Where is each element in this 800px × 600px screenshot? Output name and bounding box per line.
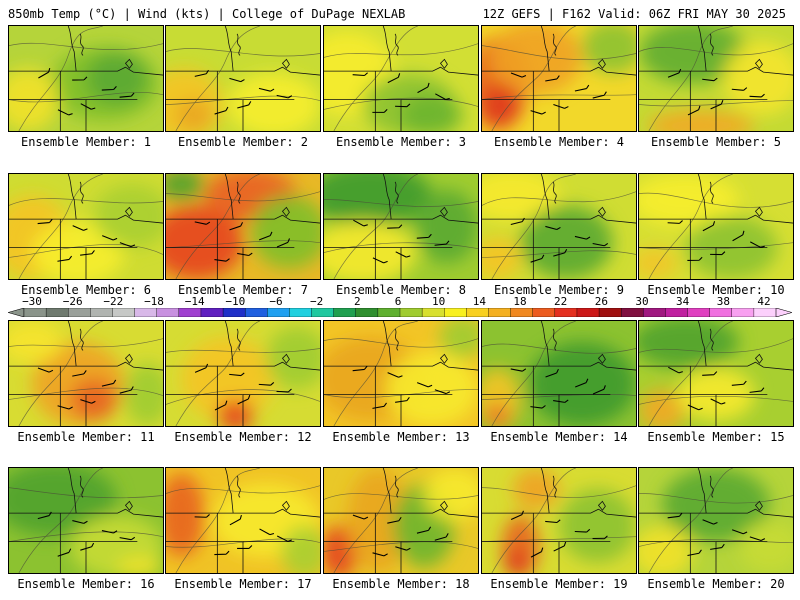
ensemble-member-label: Ensemble Member: 19 xyxy=(490,577,628,591)
colorbar-tick-label: 26 xyxy=(594,295,608,308)
ensemble-map-panel-3 xyxy=(323,25,479,132)
colorbar-tick-label: 2 xyxy=(354,295,361,308)
ensemble-member-label: Ensemble Member: 3 xyxy=(335,135,467,149)
ensemble-map-panel-14 xyxy=(481,320,637,427)
colorbar-tick-label: 42 xyxy=(757,295,771,308)
ensemble-map-panel-13 xyxy=(323,320,479,427)
ensemble-map-panel-20 xyxy=(638,467,794,574)
colorbar-tick-label: 18 xyxy=(513,295,527,308)
ensemble-map-panel-16 xyxy=(8,467,164,574)
ensemble-member-label: Ensemble Member: 7 xyxy=(177,283,309,297)
ensemble-member-label: Ensemble Member: 6 xyxy=(20,283,152,297)
colorbar-tick-label: 14 xyxy=(472,295,486,308)
ensemble-map-panel-5 xyxy=(638,25,794,132)
ensemble-map-panel-18 xyxy=(323,467,479,574)
ensemble-member-label: Ensemble Member: 13 xyxy=(332,430,470,444)
ensemble-member-label: Ensemble Member: 10 xyxy=(647,283,785,297)
ensemble-member-label: Ensemble Member: 12 xyxy=(174,430,312,444)
ensemble-member-label: Ensemble Member: 2 xyxy=(177,135,309,149)
ensemble-member-label: Ensemble Member: 9 xyxy=(493,283,625,297)
colorbar-tick-label: −10 xyxy=(225,295,246,308)
colorbar-tick-label: 10 xyxy=(432,295,446,308)
ensemble-member-label: Ensemble Member: 4 xyxy=(493,135,625,149)
colorbar-tick-label: −26 xyxy=(62,295,83,308)
ensemble-member-label: Ensemble Member: 20 xyxy=(647,577,785,591)
ensemble-member-label: Ensemble Member: 11 xyxy=(17,430,155,444)
ensemble-member-label: Ensemble Member: 18 xyxy=(332,577,470,591)
ensemble-map-panel-9 xyxy=(481,173,637,280)
colorbar-tick-label: −2 xyxy=(310,295,324,308)
colorbar-tick-label: 34 xyxy=(676,295,690,308)
ensemble-member-label: Ensemble Member: 16 xyxy=(17,577,155,591)
ensemble-map-panel-6 xyxy=(8,173,164,280)
colorbar-tick-label: 6 xyxy=(394,295,402,308)
run-valid-time: 12Z GEFS | F162 Valid: 06Z FRI MAY 30 20… xyxy=(482,7,786,21)
colorbar-tick-label: 30 xyxy=(635,295,649,308)
ensemble-map-panel-17 xyxy=(165,467,321,574)
colorbar-tick-label: 22 xyxy=(554,295,568,308)
ensemble-map-panel-19 xyxy=(481,467,637,574)
map-title: 850mb Temp (°C) | Wind (kts) | College o… xyxy=(8,7,406,21)
ensemble-member-label: Ensemble Member: 14 xyxy=(490,430,628,444)
ensemble-map-panel-4 xyxy=(481,25,637,132)
ensemble-member-label: Ensemble Member: 15 xyxy=(647,430,785,444)
colorbar-tick-label: −14 xyxy=(184,295,205,308)
ensemble-map-panel-1 xyxy=(8,25,164,132)
ensemble-map-panel-8 xyxy=(323,173,479,280)
ensemble-map-panel-12 xyxy=(165,320,321,427)
ensemble-map-panel-7 xyxy=(165,173,321,280)
ensemble-member-label: Ensemble Member: 5 xyxy=(650,135,782,149)
colorbar-tick-label: −18 xyxy=(144,295,164,308)
colorbar-tick-label: −6 xyxy=(269,295,283,308)
ensemble-member-label: Ensemble Member: 8 xyxy=(335,283,467,297)
ensemble-map-panel-15 xyxy=(638,320,794,427)
ensemble-member-label: Ensemble Member: 17 xyxy=(174,577,312,591)
ensemble-map-panel-10 xyxy=(638,173,794,280)
colorbar-tick-label: −22 xyxy=(103,295,124,308)
ensemble-member-label: Ensemble Member: 1 xyxy=(20,135,152,149)
ensemble-map-panel-2 xyxy=(165,25,321,132)
colorbar-tick-label: −30 xyxy=(22,295,42,308)
colorbar-tick-label: 38 xyxy=(716,295,730,308)
ensemble-map-panel-11 xyxy=(8,320,164,427)
temperature-colorbar xyxy=(8,308,792,317)
